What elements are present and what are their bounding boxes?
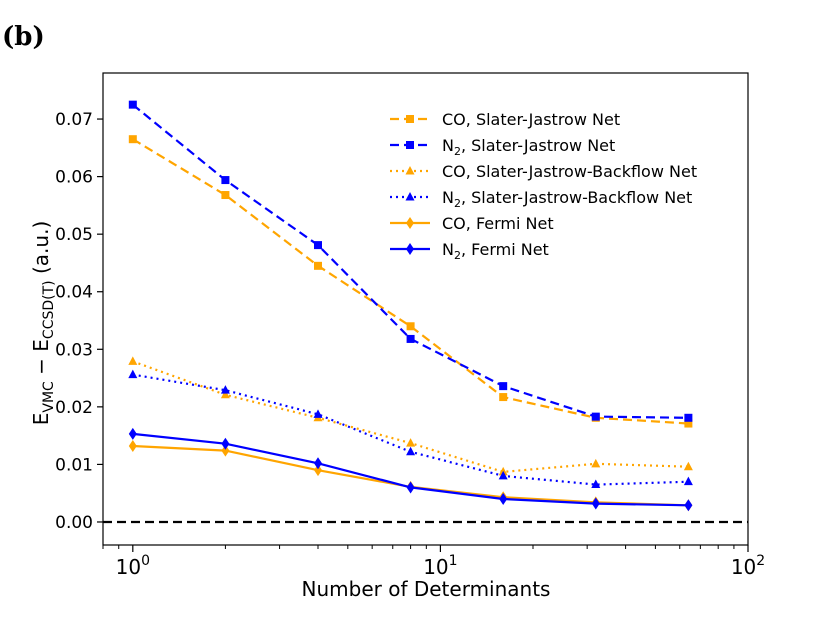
legend-entry-1: CO, Slater-Jastrow Net <box>390 110 620 129</box>
axes: 0.00 0.01 0.02 0.03 0.04 0.05 0.06 0.07 100 101 10… <box>55 72 765 579</box>
y-tick-label: 0.01 <box>55 455 93 475</box>
y-tick-label: 0.00 <box>55 513 93 533</box>
plot-marks <box>103 100 748 524</box>
x-tick-label: 101 <box>423 553 457 579</box>
legend-entry-6: N2, Fermi Net <box>390 240 549 262</box>
x-tick-label: 102 <box>731 553 765 579</box>
legend-entry-5: CO, Fermi Net <box>390 214 554 233</box>
data-point <box>220 385 230 394</box>
legend-label: N2, Slater-Jastrow Net <box>442 136 615 158</box>
data-point <box>683 461 693 471</box>
data-point <box>591 412 600 421</box>
data-point <box>220 389 230 399</box>
data-point <box>314 464 322 477</box>
series-3 <box>128 356 693 476</box>
series-2 <box>128 100 693 422</box>
data-point <box>684 499 693 512</box>
data-point <box>591 458 601 468</box>
legend-entry-3: CO, Slater-Jastrow-Backflow Net <box>390 162 697 181</box>
data-point <box>313 409 323 418</box>
data-point <box>683 476 693 486</box>
y-tick-label: 0.05 <box>55 225 93 245</box>
data-point <box>684 413 693 422</box>
y-tick-label: 0.07 <box>55 110 93 130</box>
data-point <box>406 481 415 494</box>
data-point <box>591 479 601 489</box>
data-point <box>128 100 137 109</box>
legend-marker <box>406 243 414 255</box>
y-tick-label: 0.04 <box>55 283 93 303</box>
legend-marker <box>405 166 415 175</box>
data-point <box>128 439 137 452</box>
series-line <box>132 373 689 486</box>
legend: CO, Slater-Jastrow Net N2, Slater-Jastrow… <box>390 110 697 262</box>
data-point <box>221 444 230 457</box>
data-point <box>406 322 415 331</box>
data-point <box>221 191 230 200</box>
y-tick-label: 0.03 <box>55 340 93 360</box>
legend-label: CO, Fermi Net <box>442 214 554 233</box>
legend-label: CO, Slater-Jastrow Net <box>442 110 620 129</box>
data-point <box>314 457 322 470</box>
data-point <box>128 135 137 144</box>
panel-label: (b) <box>2 22 45 52</box>
series-line <box>132 138 689 425</box>
legend-marker <box>406 217 414 229</box>
data-point <box>221 437 230 450</box>
data-point <box>128 369 138 379</box>
legend-entry-4: N2, Slater-Jastrow-Backflow Net <box>390 188 692 210</box>
legend-label: N2, Fermi Net <box>442 240 549 262</box>
x-tick-label: 100 <box>116 553 150 579</box>
series-6 <box>128 427 693 512</box>
data-point <box>406 446 416 456</box>
data-point <box>128 356 138 365</box>
x-axis-label: Number of Determinants <box>302 577 551 601</box>
data-point <box>314 261 322 270</box>
y-axis-label: EVMC − ECCSD(T) (a.u.) <box>29 221 57 426</box>
legend-label: N2, Slater-Jastrow-Backflow Net <box>442 188 692 210</box>
plot-frame <box>102 72 749 546</box>
data-point <box>406 334 415 343</box>
y-tick-label: 0.06 <box>55 168 93 188</box>
legend-marker <box>405 192 415 201</box>
data-point <box>684 419 693 428</box>
legend-marker <box>406 141 414 149</box>
data-point <box>591 497 600 510</box>
data-point <box>499 393 508 402</box>
data-point <box>498 470 508 480</box>
series-4 <box>128 369 693 489</box>
data-point <box>128 427 137 440</box>
data-point <box>221 176 230 185</box>
data-point <box>314 241 322 250</box>
legend-label: CO, Slater-Jastrow-Backflow Net <box>442 162 697 181</box>
data-point <box>406 438 416 447</box>
legend-entry-2: N2, Slater-Jastrow Net <box>390 136 615 158</box>
y-tick-label: 0.02 <box>55 398 93 418</box>
data-point <box>499 382 508 391</box>
data-point <box>499 492 508 505</box>
legend-marker <box>406 115 414 123</box>
